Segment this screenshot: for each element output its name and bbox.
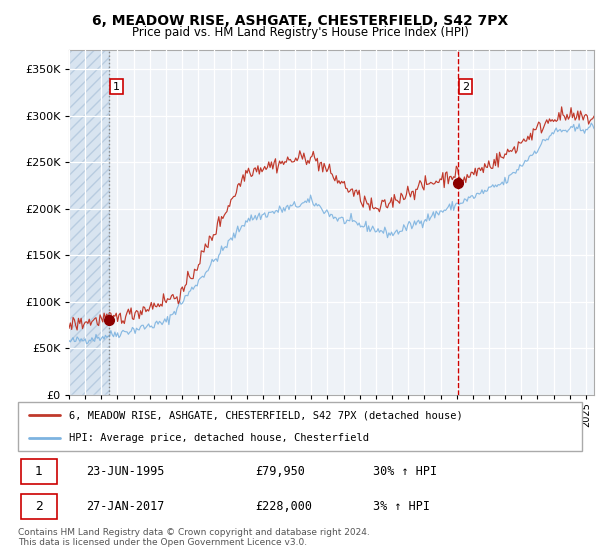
Text: £79,950: £79,950 [255, 465, 305, 478]
Text: £228,000: £228,000 [255, 500, 312, 512]
Text: 6, MEADOW RISE, ASHGATE, CHESTERFIELD, S42 7PX: 6, MEADOW RISE, ASHGATE, CHESTERFIELD, S… [92, 14, 508, 28]
Text: 1: 1 [113, 82, 120, 92]
Text: 2: 2 [35, 500, 43, 512]
FancyBboxPatch shape [18, 402, 582, 451]
Bar [69, 50, 109, 395]
FancyBboxPatch shape [21, 493, 58, 519]
Text: 3% ↑ HPI: 3% ↑ HPI [373, 500, 430, 512]
Text: 23-JUN-1995: 23-JUN-1995 [86, 465, 164, 478]
Text: 2: 2 [462, 82, 469, 92]
FancyBboxPatch shape [21, 459, 58, 484]
Text: 27-JAN-2017: 27-JAN-2017 [86, 500, 164, 512]
Text: HPI: Average price, detached house, Chesterfield: HPI: Average price, detached house, Ches… [69, 433, 369, 443]
Text: Contains HM Land Registry data © Crown copyright and database right 2024.
This d: Contains HM Land Registry data © Crown c… [18, 528, 370, 547]
Text: 1: 1 [35, 465, 43, 478]
Text: 6, MEADOW RISE, ASHGATE, CHESTERFIELD, S42 7PX (detached house): 6, MEADOW RISE, ASHGATE, CHESTERFIELD, S… [69, 410, 463, 421]
Text: Price paid vs. HM Land Registry's House Price Index (HPI): Price paid vs. HM Land Registry's House … [131, 26, 469, 39]
Text: 30% ↑ HPI: 30% ↑ HPI [373, 465, 437, 478]
